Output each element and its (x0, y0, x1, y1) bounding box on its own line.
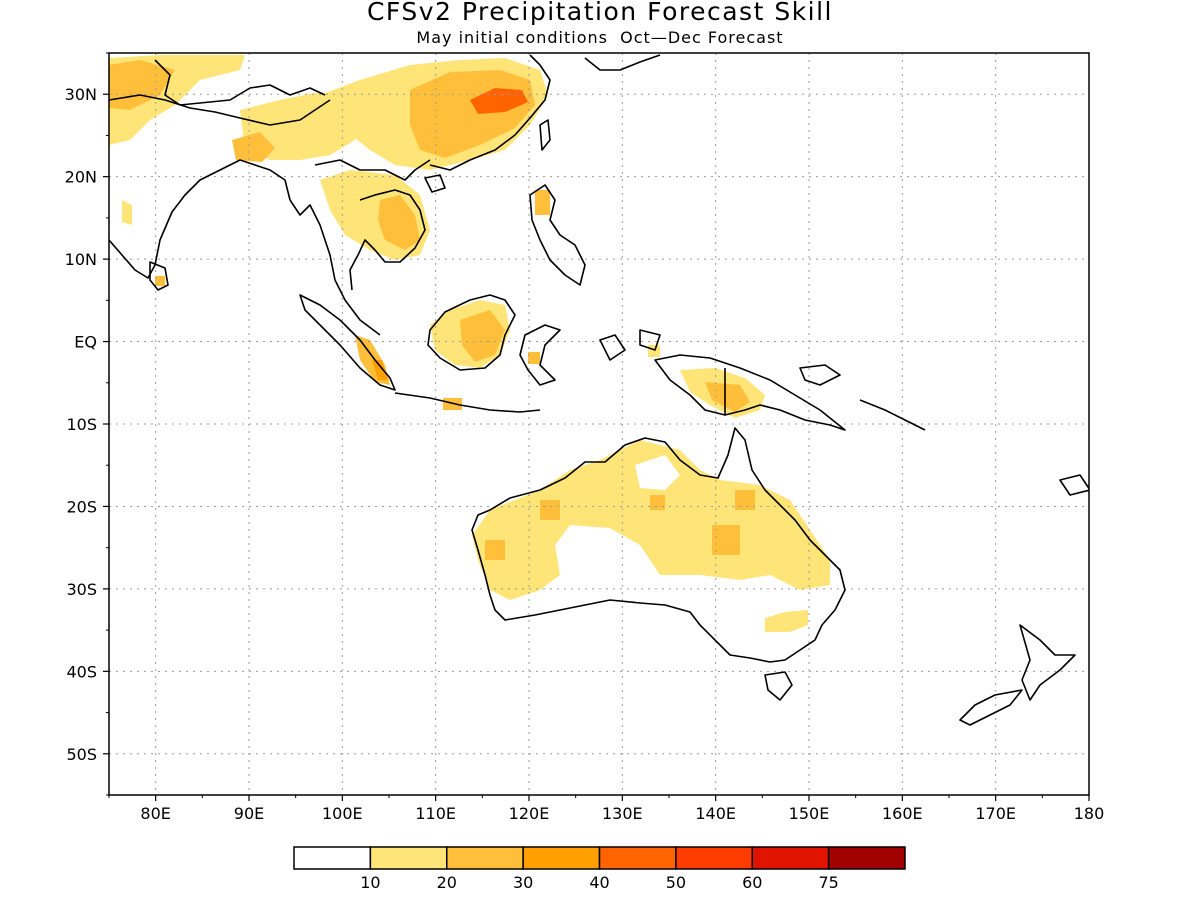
coast-taiwan (539, 119, 551, 151)
border-himalaya (109, 94, 331, 126)
chart-subtitle: May initial conditions Oct—Dec Forecast (416, 28, 784, 47)
coast-borneo (427, 294, 516, 371)
colorbar-label: 10 (360, 873, 380, 892)
coast-srilanka (149, 261, 169, 291)
skill-shading (109, 55, 830, 632)
coast-philippines (529, 184, 586, 286)
shade-vietnam (378, 195, 420, 250)
colorbar-swatch (522, 846, 601, 870)
lon-tick-label: 170E (975, 804, 1016, 823)
chart-title: CFSv2 Precipitation Forecast Skill (366, 0, 834, 26)
shade-srilanka (155, 276, 165, 286)
colorbar-label: 50 (666, 873, 686, 892)
shade-sumatra-high (372, 360, 388, 380)
coast-solomons (859, 399, 926, 431)
shade-south-china-mid (410, 70, 535, 158)
lon-tick-label: 130E (602, 804, 643, 823)
colorbar-swatch (369, 846, 448, 870)
lat-tick-label: EQ (74, 333, 97, 352)
axes: 80E 90E 100E 110E 120E 130E 140E 150E 160E 170E 18… (65, 52, 1105, 823)
coast-myanmar (289, 199, 381, 336)
lon-tick-label: 120E (509, 804, 550, 823)
coast-sumatra (299, 294, 396, 391)
lat-tick-label: 20S (66, 497, 97, 516)
shade-south-china-high (470, 88, 528, 114)
border-indochina (314, 159, 431, 181)
coast-sulawesi (519, 324, 561, 386)
lat-tick-label: 10S (66, 415, 97, 434)
shade-new-guinea-mid (705, 382, 750, 412)
lon-tick-label: 180 (1074, 804, 1105, 823)
shade-india-small (122, 200, 132, 225)
shade-moluccas (648, 345, 660, 357)
shade-bangladesh (232, 132, 275, 162)
colorbar-swatch (827, 846, 906, 870)
shade-australia-hole-n (635, 455, 680, 490)
shade-borneo-mid (460, 310, 505, 362)
coast-moluccas (599, 329, 661, 361)
lat-tick-label: 30N (65, 85, 97, 104)
grid-lines (109, 53, 1089, 795)
colorbar-swatch (446, 846, 524, 870)
colorbar-swatch (598, 846, 677, 870)
coastlines (109, 54, 1089, 726)
lon-tick-label: 160E (882, 804, 923, 823)
colorbar-label: 40 (589, 873, 609, 892)
coast-nz-south (959, 689, 1023, 726)
shade-philippines (535, 190, 550, 215)
shade-australia-spots (485, 490, 755, 560)
colorbar-label: 60 (742, 873, 762, 892)
shade-sulawesi (528, 352, 540, 364)
lat-tick-label: 10N (65, 250, 97, 269)
lon-tick-label: 150E (789, 804, 830, 823)
lat-tick-label: 20N (65, 168, 97, 187)
colorbar-swatch (751, 846, 830, 870)
border-india-china (154, 59, 326, 106)
lon-tick-label: 90E (234, 804, 264, 823)
coast-australia (471, 427, 846, 663)
coast-japan-korea (584, 54, 661, 71)
colorbar-label: 30 (513, 873, 533, 892)
coast-nz-north (1019, 624, 1076, 701)
lat-tick-label: 40S (66, 662, 97, 681)
colorbar-swatch (675, 846, 753, 870)
coast-tasmania (764, 671, 793, 701)
lat-tick-label: 30S (66, 580, 97, 599)
shade-australia-se (765, 610, 808, 632)
lon-tick-label: 110E (415, 804, 456, 823)
coast-china (429, 54, 551, 171)
lon-tick-label: 100E (322, 804, 363, 823)
coast-indochina (349, 189, 426, 291)
coast-java (394, 392, 541, 413)
coast-fiji (1059, 474, 1089, 496)
coast-india (109, 159, 291, 279)
coast-hainan (424, 174, 446, 193)
colorbar-label: 20 (437, 873, 457, 892)
lon-tick-label: 140E (695, 804, 736, 823)
coast-new-guinea (654, 354, 846, 431)
coast-new-britain (799, 364, 841, 386)
colorbar-label: 75 (818, 873, 838, 892)
lat-tick-label: 50S (66, 745, 97, 764)
colorbar: 10 20 30 40 50 60 75 (293, 846, 906, 892)
lon-tick-label: 80E (140, 804, 170, 823)
colorbar-swatch (293, 846, 372, 870)
